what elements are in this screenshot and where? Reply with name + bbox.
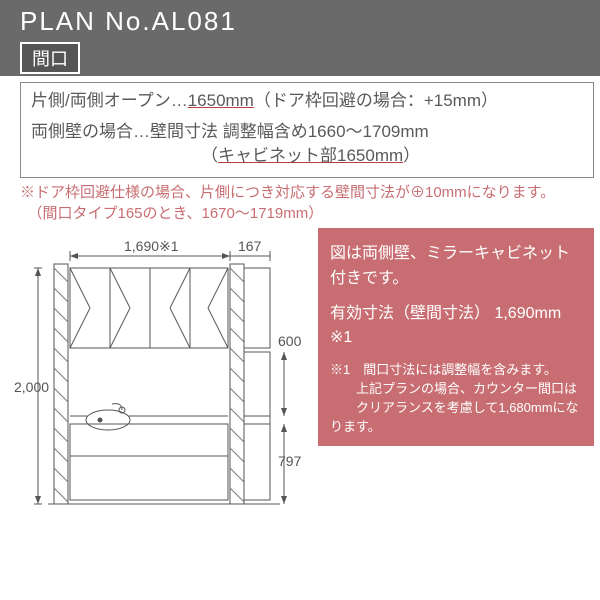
footnote-line2: （間口タイプ165のとき、1670～1719mm） — [20, 203, 594, 224]
info-p3b: 上記プランの場合、カウンター間口は — [330, 380, 582, 399]
plan-number: PLAN No.AL081 — [20, 6, 580, 40]
info-box: 図は両側壁、ミラーキャビネット付きです。 有効寸法（壁間寸法） 1,690mm … — [318, 228, 594, 447]
footnote-line1: ※ドア枠回避仕様の場合、片側につき対応する壁間寸法が⊕10mmになります。 — [20, 182, 594, 203]
spec-line3-left: （ — [201, 146, 218, 165]
spec-line-1: 片側/両側オープン…1650mm（ドア枠回避の場合：+15mm） — [31, 89, 583, 114]
spec-line1-left: 片側/両側オープン… — [31, 91, 188, 110]
info-p3c: クリアランスを考慮して1,680mmになります。 — [330, 399, 582, 437]
dim-top-left: 1,690※1 — [124, 238, 179, 254]
header-bar: PLAN No.AL081 間口 — [0, 0, 600, 76]
dimension-diagram: 1,690※1 167 — [12, 228, 310, 518]
spec-line1-right: （ドア枠回避の場合：+15mm） — [254, 91, 498, 110]
spec-box: 片側/両側オープン…1650mm（ドア枠回避の場合：+15mm） 両側壁の場合…… — [20, 82, 594, 178]
info-p2: 有効寸法（壁間寸法） 1,690mm ※1 — [330, 302, 582, 352]
spec-line-3: （キャビネット部1650mm） — [31, 144, 583, 169]
section-tag: 間口 — [20, 42, 80, 74]
dim-right-low: 797 — [278, 453, 302, 469]
spec-line1-main: 1650mm — [188, 91, 254, 110]
spec-line3-right: ） — [403, 146, 420, 165]
info-p1: 図は両側壁、ミラーキャビネット付きです。 — [330, 242, 582, 292]
footnote-block: ※ドア枠回避仕様の場合、片側につき対応する壁間寸法が⊕10mmになります。 （間… — [20, 182, 594, 224]
lower-row: 1,690※1 167 — [12, 228, 594, 518]
dim-right-mid: 600 — [278, 333, 302, 349]
spec-line3-main: キャビネット部1650mm — [218, 146, 403, 165]
info-p3a: ※1 間口寸法には調整幅を含みます。 — [330, 361, 582, 380]
spec-line-2: 両側壁の場合…壁間寸法 調整幅含め1660～1709mm — [31, 120, 583, 145]
dim-top-right: 167 — [238, 238, 262, 254]
dim-left: 2,000 — [14, 379, 49, 395]
